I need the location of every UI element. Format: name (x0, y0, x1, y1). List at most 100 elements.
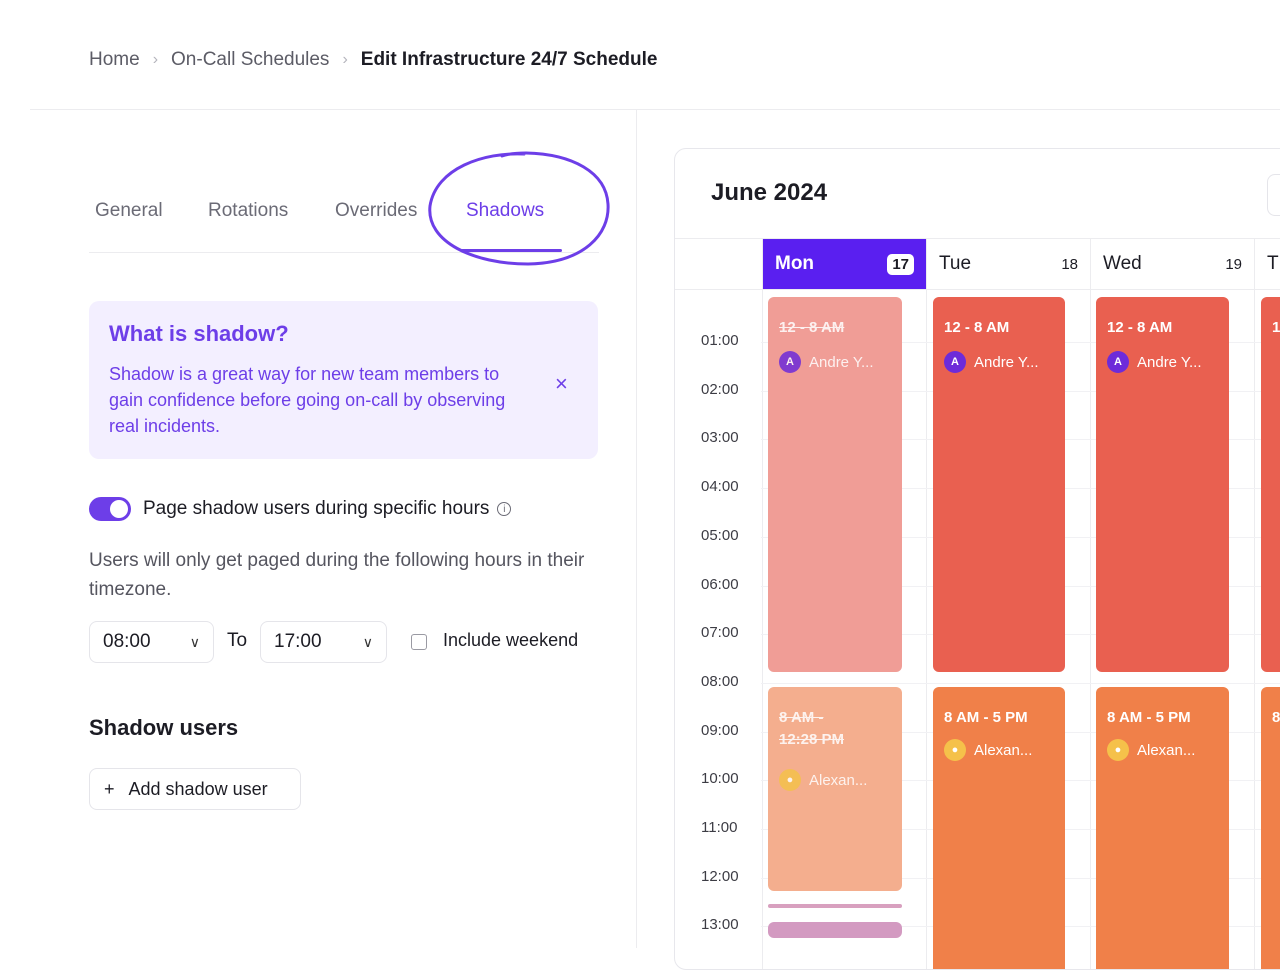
hour-label: 12:00 (701, 867, 739, 885)
end-time-value: 17:00 (274, 631, 322, 652)
shift-time: 8 AM - 5 PM (944, 709, 1028, 726)
close-icon[interactable]: × (555, 371, 568, 396)
hour-label: 07:00 (701, 624, 739, 642)
shift-mon-marker[interactable] (768, 904, 902, 908)
shift-time: 8 (1272, 709, 1280, 726)
shift-wed-night[interactable]: 12 - 8 AM A Andre Y... (1096, 297, 1229, 672)
day-name: Tue (939, 253, 972, 274)
info-box-title: What is shadow? (109, 321, 289, 346)
shift-time: 8 AM - 12:28 PM (779, 707, 844, 751)
breadcrumb-on-call-schedules[interactable]: On-Call Schedules (171, 49, 330, 70)
shift-thu-night[interactable]: 1 (1261, 297, 1280, 672)
divider (675, 289, 1280, 290)
toggle-label: Page shadow users during specific hours (143, 498, 490, 519)
day-name: Wed (1103, 253, 1142, 274)
end-time-select[interactable]: 17:00 ∨ (260, 621, 387, 663)
breadcrumb-current: Edit Infrastructure 24/7 Schedule (360, 49, 658, 70)
hour-label: 03:00 (701, 429, 739, 447)
avatar: A (779, 351, 801, 373)
paging-help-text: Users will only get paged during the fol… (89, 550, 585, 600)
shift-time-line1: 8 AM - (779, 709, 824, 726)
day-number: 19 (1225, 255, 1242, 273)
shift-mon-night[interactable]: 12 - 8 AM A Andre Y... (768, 297, 902, 672)
user-name: Andre Y... (974, 353, 1039, 371)
avatar-icon: ● (944, 739, 966, 761)
page-shadow-toggle[interactable] (89, 497, 131, 521)
day-number: 17 (887, 253, 914, 275)
hour-label: 08:00 (701, 672, 739, 690)
hour-label: 01:00 (701, 332, 739, 349)
hour-label: 11:00 (701, 819, 738, 836)
tab-shadows[interactable]: Shadows (466, 200, 545, 221)
day-name: T (1267, 253, 1279, 274)
panel-divider (636, 110, 637, 948)
breadcrumb-separator: › (152, 51, 159, 68)
divider (675, 238, 1280, 239)
chevron-down-icon: ∨ (362, 633, 373, 650)
shift-mon-day[interactable]: 8 AM - 12:28 PM ● Alexan... (768, 687, 902, 891)
hour-gridline (761, 682, 1280, 684)
shift-tue-night[interactable]: 12 - 8 AM A Andre Y... (933, 297, 1065, 672)
include-weekend-checkbox[interactable] (411, 634, 427, 650)
add-shadow-user-button[interactable]: + Add shadow user (89, 768, 301, 810)
day-header-tue[interactable]: Tue 18 (926, 239, 1090, 289)
avatar-icon: ● (779, 769, 801, 791)
hour-label: 02:00 (701, 380, 739, 398)
shift-thu-day[interactable]: 8 (1261, 687, 1280, 969)
shift-tue-day[interactable]: 8 AM - 5 PM ● Alexan... (933, 687, 1065, 969)
active-tab-indicator (461, 249, 562, 252)
tab-overrides[interactable]: Overrides (335, 200, 418, 221)
day-name: Mon (775, 253, 815, 274)
user-name: Alexan... (974, 741, 1033, 759)
to-label: To (227, 630, 248, 651)
shift-user: A Andre Y... (1107, 351, 1202, 373)
calendar-month-title: June 2024 (711, 179, 828, 206)
plus-icon: + (104, 778, 115, 799)
hour-label: 04:00 (701, 478, 739, 496)
day-header-mon[interactable]: Mon 17 (762, 239, 926, 289)
toggle-knob (110, 500, 128, 518)
user-name: Alexan... (809, 771, 868, 789)
info-box-text: Shadow is a great way for new team membe… (109, 364, 506, 436)
add-shadow-user-label: Add shadow user (128, 778, 268, 799)
shift-user: ● Alexan... (779, 769, 867, 791)
day-header-thu[interactable]: T (1254, 239, 1280, 289)
user-name: Andre Y... (1137, 353, 1202, 371)
hour-label: 06:00 (701, 575, 739, 593)
user-name: Alexan... (1137, 741, 1196, 759)
shift-time: 12 - 8 AM (1107, 319, 1173, 336)
shift-time: 8 AM - 5 PM (1107, 709, 1191, 726)
hour-label: 05:00 (701, 526, 739, 544)
calendar-nav-button[interactable] (1267, 174, 1280, 216)
shift-wed-day[interactable]: 8 AM - 5 PM ● Alexan... (1096, 687, 1229, 969)
column-divider (1254, 289, 1255, 969)
user-name: Andre Y... (809, 353, 874, 371)
tab-general[interactable]: General (95, 200, 163, 221)
include-weekend-label: Include weekend (443, 630, 579, 650)
tab-rotations[interactable]: Rotations (208, 200, 289, 221)
info-icon[interactable]: i (497, 502, 512, 516)
breadcrumb-home[interactable]: Home (89, 49, 140, 70)
shadow-info-box: What is shadow? Shadow is a great way fo… (89, 301, 598, 459)
column-divider (1090, 289, 1091, 969)
avatar: A (1107, 351, 1129, 373)
column-divider (926, 289, 927, 969)
chevron-down-icon: ∨ (189, 633, 200, 650)
avatar-icon: ● (1107, 739, 1129, 761)
avatar: A (944, 351, 966, 373)
start-time-value: 08:00 (103, 631, 151, 652)
day-header-wed[interactable]: Wed 19 (1090, 239, 1254, 289)
shift-time: 1 (1272, 319, 1280, 336)
breadcrumb: Home › On-Call Schedules › Edit Infrastr… (89, 49, 657, 71)
settings-tabs: General Rotations Overrides Shadows (89, 190, 599, 253)
shift-user: ● Alexan... (944, 739, 1032, 761)
shift-user: ● Alexan... (1107, 739, 1195, 761)
breadcrumb-separator: › (342, 51, 348, 68)
start-time-select[interactable]: 08:00 ∨ (89, 621, 214, 663)
column-divider (762, 289, 763, 969)
schedule-calendar: June 2024 Mon 17 Tue 18 Wed 19 T 01:00 02… (674, 148, 1280, 970)
shift-time-line2: 12:28 PM (779, 731, 845, 748)
shift-mon-afternoon[interactable] (768, 922, 902, 938)
shift-user: A Andre Y... (944, 351, 1039, 373)
shift-user: A Andre Y... (779, 351, 874, 373)
